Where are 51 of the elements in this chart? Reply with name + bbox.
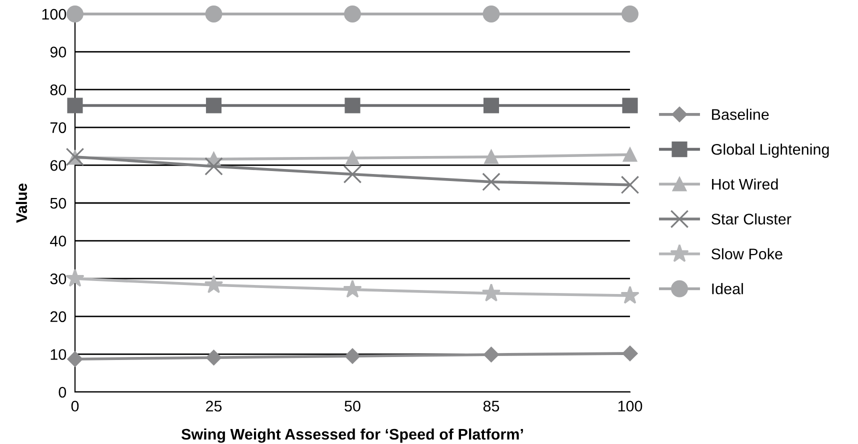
point — [343, 280, 362, 298]
y-tick-label: 90 — [50, 46, 66, 58]
y-tick-label: 20 — [50, 311, 66, 322]
x-tick-label: 0 — [71, 400, 79, 412]
legend-label: Baseline — [712, 108, 769, 120]
point — [204, 157, 223, 176]
legend-label: Hot Wired — [712, 178, 778, 190]
x-tick-label: 100 — [618, 400, 642, 412]
point — [482, 172, 500, 191]
y-tick-label: 0 — [58, 386, 66, 398]
point — [620, 176, 640, 194]
y-axis-title: Value — [16, 184, 28, 223]
legend-label: Slow Poke — [712, 248, 782, 260]
legend-label: Global Lightening — [712, 144, 829, 158]
point — [206, 350, 222, 366]
point — [205, 6, 222, 22]
point — [343, 165, 362, 184]
x-axis-title: Swing Weight Assessed for ‘Speed of Platform’ — [181, 428, 523, 443]
y-tick-label: 10 — [50, 349, 66, 360]
point — [204, 275, 224, 294]
point — [206, 98, 222, 114]
point — [66, 268, 84, 287]
legend-label: Ideal — [712, 283, 743, 294]
x-tick-label: 85 — [483, 400, 500, 412]
point — [66, 6, 84, 22]
point — [67, 351, 83, 367]
y-tick-label: 60 — [50, 160, 66, 171]
point — [622, 148, 638, 162]
point — [482, 6, 500, 22]
point — [344, 98, 360, 114]
y-tick-label: 30 — [50, 273, 66, 284]
point — [344, 348, 360, 364]
y-tick-label: 70 — [50, 122, 66, 134]
point — [622, 98, 638, 114]
point — [67, 98, 83, 114]
point — [345, 150, 360, 166]
point — [484, 346, 499, 362]
x-tick-label: 25 — [206, 400, 222, 412]
y-tick-label: 50 — [50, 198, 66, 209]
point — [622, 346, 638, 362]
point — [344, 6, 361, 22]
point — [620, 286, 640, 304]
point — [483, 98, 500, 114]
point — [622, 6, 638, 22]
y-tick-label: 100 — [42, 8, 66, 20]
y-tick-label: 80 — [50, 84, 66, 96]
point — [484, 150, 498, 164]
legend-label: Star Cluster — [712, 213, 792, 225]
y-tick-label: 40 — [50, 236, 66, 246]
point — [482, 283, 501, 302]
x-tick-label: 50 — [344, 400, 360, 412]
